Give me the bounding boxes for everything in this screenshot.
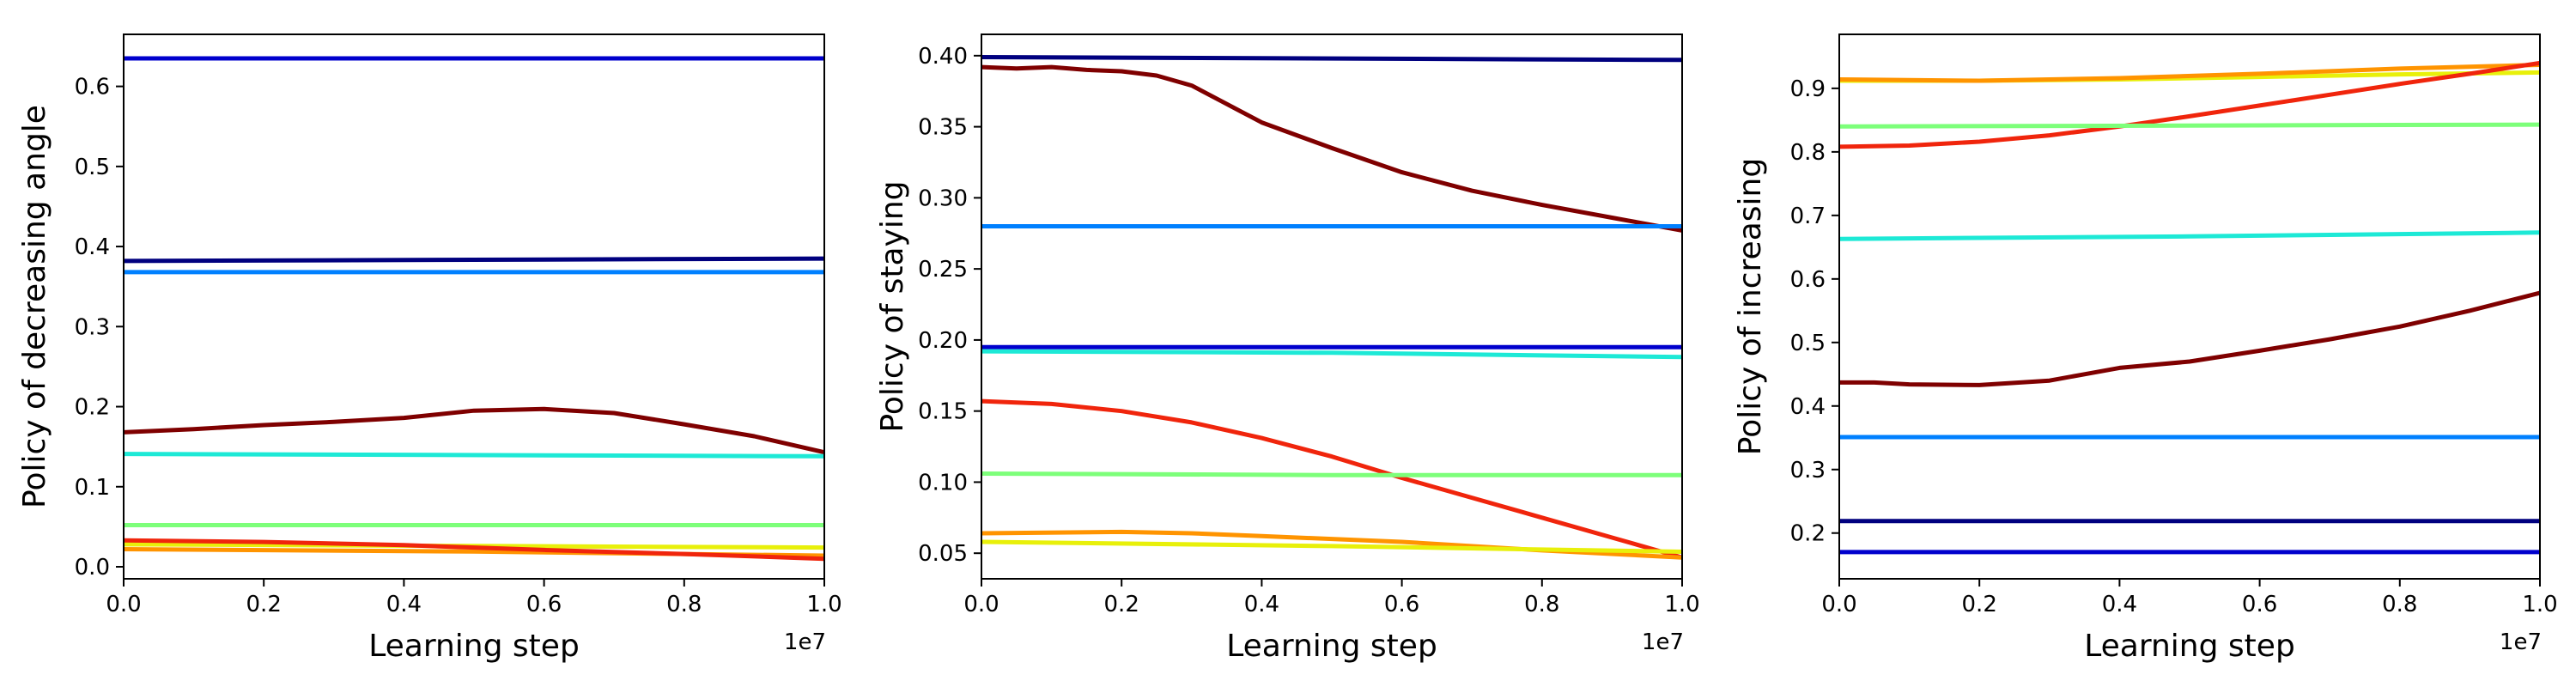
axes-frame	[1838, 33, 2541, 580]
x-axis-offset-label: 1e7	[2500, 629, 2542, 655]
subplot-decreasing-angle: 0.0 0.2 0.4 0.6 0.8 1.0 0.0 0.1 0.2 0.3 0.4 0.5 0.6 L…	[17, 33, 842, 664]
y-axis-label: Policy of increasing	[1733, 158, 1768, 455]
x-tick-label: 0.8	[666, 592, 702, 617]
x-tick-label: 0.4	[2102, 592, 2137, 617]
y-tick-label: 0.1	[75, 475, 110, 501]
y-tick-label: 0.10	[918, 470, 968, 495]
y-tick-label: 0.30	[918, 185, 968, 211]
x-axis-label: Learning step	[1226, 629, 1437, 664]
x-axis-offset-label: 1e7	[784, 629, 826, 655]
y-tick-label: 0.40	[918, 44, 968, 70]
x-axis-label: Learning step	[368, 629, 580, 664]
x-tick-label: 0.4	[386, 592, 422, 617]
y-tick-label: 0.3	[75, 314, 110, 340]
y-tick-label: 0.6	[1790, 267, 1826, 293]
series-line-6	[981, 398, 1682, 560]
x-tick-label: 0.6	[526, 592, 562, 617]
series-line-7	[981, 471, 1682, 477]
series-line-9	[124, 538, 824, 562]
series-line-6	[1839, 290, 2540, 387]
series-line-9	[981, 539, 1682, 554]
subplot-staying: 0.0 0.2 0.4 0.6 0.8 1.0 0.05 0.10 0.15 0.20 0.25 0.…	[875, 33, 1700, 664]
x-tick-label: 0.2	[246, 592, 282, 617]
series-line-2	[981, 64, 1682, 233]
y-tick-label: 0.25	[918, 257, 968, 283]
series-group	[124, 56, 824, 562]
y-tick-label: 0.3	[1790, 458, 1826, 483]
y-axis-label: Policy of decreasing angle	[17, 105, 52, 508]
y-tick-label: 0.20	[918, 328, 968, 354]
y-tick-label: 0.9	[1790, 76, 1826, 102]
series-line-3	[1839, 60, 2540, 149]
y-tick-label: 0.8	[1790, 140, 1826, 166]
x-axis-offset-label: 1e7	[1642, 629, 1684, 655]
x-tick-label: 0.0	[1821, 592, 1856, 617]
subplot-increasing: 0.0 0.2 0.4 0.6 0.8 1.0 0.2 0.3 0.4 0.5 0.6 0.7 0.8 0…	[1733, 33, 2558, 664]
x-axis-label: Learning step	[2084, 629, 2295, 664]
series-line-2	[1839, 63, 2540, 83]
y-tick-label: 0.4	[1790, 394, 1826, 420]
series-line-1	[981, 55, 1682, 63]
y-tick-label: 0.7	[1790, 204, 1826, 229]
y-tick-label: 0.6	[75, 75, 110, 100]
x-tick-label: 0.8	[1524, 592, 1559, 617]
x-tick-label: 1.0	[1664, 592, 1699, 617]
series-group	[1839, 60, 2540, 555]
y-tick-label: 0.5	[75, 155, 110, 180]
series-line-5	[981, 349, 1682, 360]
series-line-5	[124, 452, 824, 459]
axes-frame	[123, 33, 825, 580]
series-line-4	[1839, 122, 2540, 129]
x-tick-label: 0.0	[963, 592, 999, 617]
series-line-2	[124, 256, 824, 264]
y-tick-label: 0.2	[75, 395, 110, 421]
y-tick-label: 0.5	[1790, 331, 1826, 356]
x-tick-label: 0.4	[1244, 592, 1279, 617]
x-tick-label: 0.0	[106, 592, 141, 617]
x-tick-label: 0.6	[1384, 592, 1419, 617]
y-axis-label: Policy of staying	[875, 180, 910, 432]
series-group	[981, 55, 1682, 560]
x-tick-label: 0.2	[1104, 592, 1139, 617]
x-tick-label: 0.2	[1962, 592, 1997, 617]
x-tick-label: 1.0	[2522, 592, 2557, 617]
y-tick-label: 0.15	[918, 399, 968, 425]
x-tick-label: 0.6	[2242, 592, 2277, 617]
axes-frame	[981, 33, 1683, 580]
series-line-4	[124, 406, 824, 455]
series-line-5	[1839, 230, 2540, 241]
y-tick-label: 0.35	[918, 115, 968, 141]
y-tick-label: 0.0	[75, 555, 110, 581]
y-tick-label: 0.4	[75, 234, 110, 260]
y-tick-label: 0.05	[918, 541, 968, 567]
x-tick-label: 1.0	[806, 592, 841, 617]
y-tick-label: 0.2	[1790, 521, 1826, 547]
x-tick-label: 0.8	[2382, 592, 2417, 617]
